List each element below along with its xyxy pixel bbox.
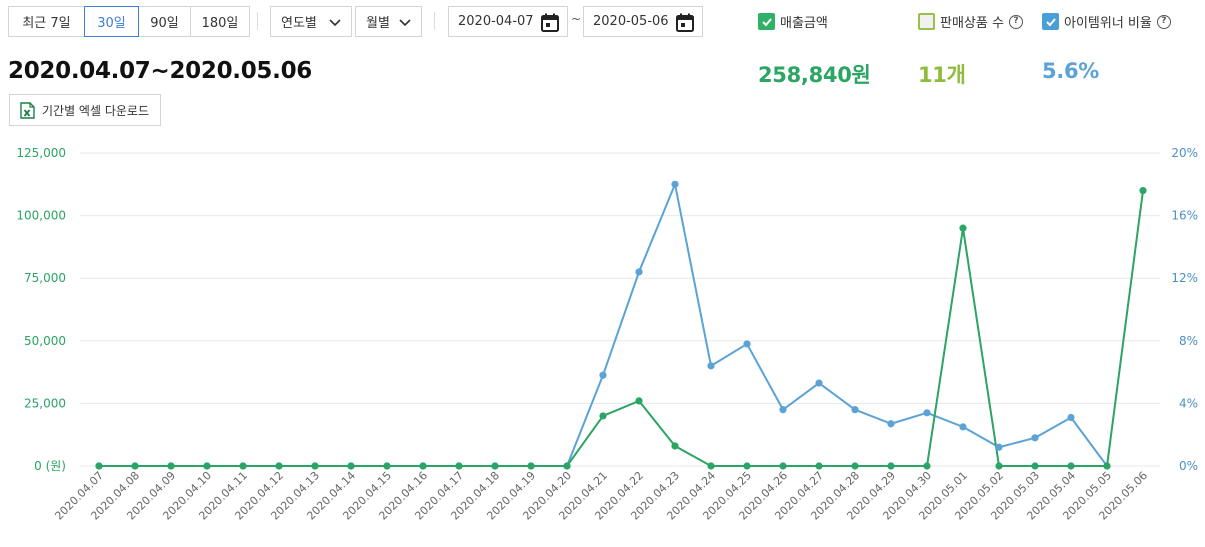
excel-download-label: 기간별 엑셀 다운로드 xyxy=(42,103,149,118)
year-select[interactable]: 연도별 xyxy=(270,6,352,37)
checkbox-checked-icon xyxy=(1042,13,1059,30)
ratio-series-point[interactable] xyxy=(887,420,895,428)
checkbox-unchecked-icon xyxy=(918,13,935,30)
period-30days-button[interactable]: 30일 xyxy=(84,6,139,37)
sales-series-point[interactable] xyxy=(1031,462,1039,470)
ratio-checkbox-label: 아이템위너 비율 xyxy=(1064,16,1152,31)
excel-icon xyxy=(20,101,35,119)
ratio-series-point[interactable] xyxy=(743,340,751,348)
left-axis-tick: 100,000 xyxy=(16,209,66,223)
year-select-label: 연도별 xyxy=(281,16,317,31)
ratio-series-point[interactable] xyxy=(995,443,1003,451)
month-select[interactable]: 월별 xyxy=(355,6,422,37)
left-axis-tick: 25,000 xyxy=(24,396,66,410)
sales-series-point[interactable] xyxy=(491,462,499,470)
sales-series-point[interactable] xyxy=(995,462,1003,470)
excel-download-button[interactable]: 기간별 엑셀 다운로드 xyxy=(9,94,161,126)
end-date-input[interactable]: 2020-05-06 xyxy=(583,6,703,37)
sales-series-point[interactable] xyxy=(1103,462,1111,470)
sales-series-point[interactable] xyxy=(527,462,535,470)
period-90days-button[interactable]: 90일 xyxy=(138,6,191,37)
sales-series-point[interactable] xyxy=(887,462,895,470)
sales-series-point[interactable] xyxy=(131,462,139,470)
sales-series-point[interactable] xyxy=(815,462,823,470)
sales-series-point[interactable] xyxy=(311,462,319,470)
sales-series-point[interactable] xyxy=(563,462,571,470)
help-icon[interactable]: ? xyxy=(1008,14,1023,29)
chevron-down-icon xyxy=(329,19,341,27)
ratio-series-point[interactable] xyxy=(779,406,787,414)
ratio-series-point[interactable] xyxy=(1067,413,1075,422)
sales-series-point[interactable] xyxy=(455,462,463,470)
sales-series-point[interactable] xyxy=(779,462,787,470)
sales-series-point[interactable] xyxy=(599,412,607,420)
sales-series-point[interactable] xyxy=(671,442,679,450)
month-select-label: 월별 xyxy=(366,16,390,31)
sales-series-point[interactable] xyxy=(635,397,643,405)
sales-total-value: 258,840원 xyxy=(758,63,871,87)
sales-series-point[interactable] xyxy=(203,462,211,470)
date-range-separator: ~ xyxy=(571,12,582,26)
sales-series-point[interactable] xyxy=(743,462,751,470)
divider xyxy=(257,12,258,30)
sales-checkbox-label: 매출금액 xyxy=(780,16,828,31)
page-title: 2020.04.07~2020.05.06 xyxy=(8,58,312,84)
chevron-down-icon xyxy=(399,19,411,27)
sales-series-point[interactable] xyxy=(275,462,283,470)
ratio-series-point[interactable] xyxy=(815,379,823,387)
sales-series-point[interactable] xyxy=(95,462,103,470)
sales-series-point[interactable] xyxy=(383,462,391,470)
sales-series-line xyxy=(99,190,1144,467)
right-axis-tick: 8% xyxy=(1179,334,1198,348)
right-axis-tick: 20% xyxy=(1171,146,1198,160)
ratio-series-point[interactable] xyxy=(707,362,715,370)
sales-series-point[interactable] xyxy=(167,462,175,470)
calendar-icon[interactable] xyxy=(676,13,694,32)
ratio-series-point[interactable] xyxy=(959,423,967,431)
ratio-series-point[interactable] xyxy=(1031,434,1039,442)
period-180days-button[interactable]: 180일 xyxy=(190,6,250,37)
divider xyxy=(434,12,435,30)
ratio-series-point[interactable] xyxy=(599,371,607,379)
checkbox-checked-icon xyxy=(758,13,775,30)
sales-ratio-chart: 0 (원) 0% 25,000 4% 50,000 8% 75,000 12% 100,000 1… xyxy=(16,146,1198,523)
period-7days-button[interactable]: 최근 7일 xyxy=(8,6,85,37)
ratio-series-point[interactable] xyxy=(671,180,679,188)
left-axis-tick: 125,000 xyxy=(16,146,66,160)
start-date-value: 2020-04-07 xyxy=(458,14,534,29)
sales-checkbox[interactable]: 매출금액 xyxy=(758,12,828,31)
left-axis-tick: 75,000 xyxy=(24,271,66,285)
sales-series-point[interactable] xyxy=(959,224,967,232)
right-axis-tick: 12% xyxy=(1171,271,1198,285)
end-date-value: 2020-05-06 xyxy=(593,14,669,29)
product-count-value: 11개 xyxy=(918,63,966,87)
products-checkbox-label: 판매상품 수 xyxy=(940,16,1004,31)
sales-series-point[interactable] xyxy=(923,462,931,470)
left-axis-tick: 0 (원) xyxy=(34,459,66,473)
sales-series-point[interactable] xyxy=(419,462,427,470)
ratio-series-point[interactable] xyxy=(635,268,643,276)
sales-series-point[interactable] xyxy=(851,462,859,470)
sales-series-point[interactable] xyxy=(1139,186,1147,195)
sales-series-point[interactable] xyxy=(239,462,247,470)
help-icon[interactable]: ? xyxy=(1156,14,1171,29)
winner-ratio-value: 5.6% xyxy=(1042,59,1100,83)
products-checkbox[interactable]: 판매상품 수 ? xyxy=(918,12,1023,31)
period-button-group: 최근 7일 30일 90일 180일 xyxy=(8,6,250,37)
right-axis-tick: 16% xyxy=(1171,209,1198,223)
start-date-input[interactable]: 2020-04-07 xyxy=(448,6,568,37)
sales-series-point[interactable] xyxy=(347,462,355,470)
calendar-icon[interactable] xyxy=(541,13,559,32)
ratio-checkbox[interactable]: 아이템위너 비율 ? xyxy=(1042,12,1171,31)
ratio-series-line xyxy=(99,183,1108,467)
right-axis-tick: 0% xyxy=(1179,459,1198,473)
right-axis-tick: 4% xyxy=(1179,396,1198,410)
ratio-series-point[interactable] xyxy=(851,406,859,414)
left-axis-tick: 50,000 xyxy=(24,334,66,348)
sales-series-point[interactable] xyxy=(1067,462,1075,470)
ratio-series-point[interactable] xyxy=(923,409,931,417)
sales-series-point[interactable] xyxy=(707,462,715,470)
